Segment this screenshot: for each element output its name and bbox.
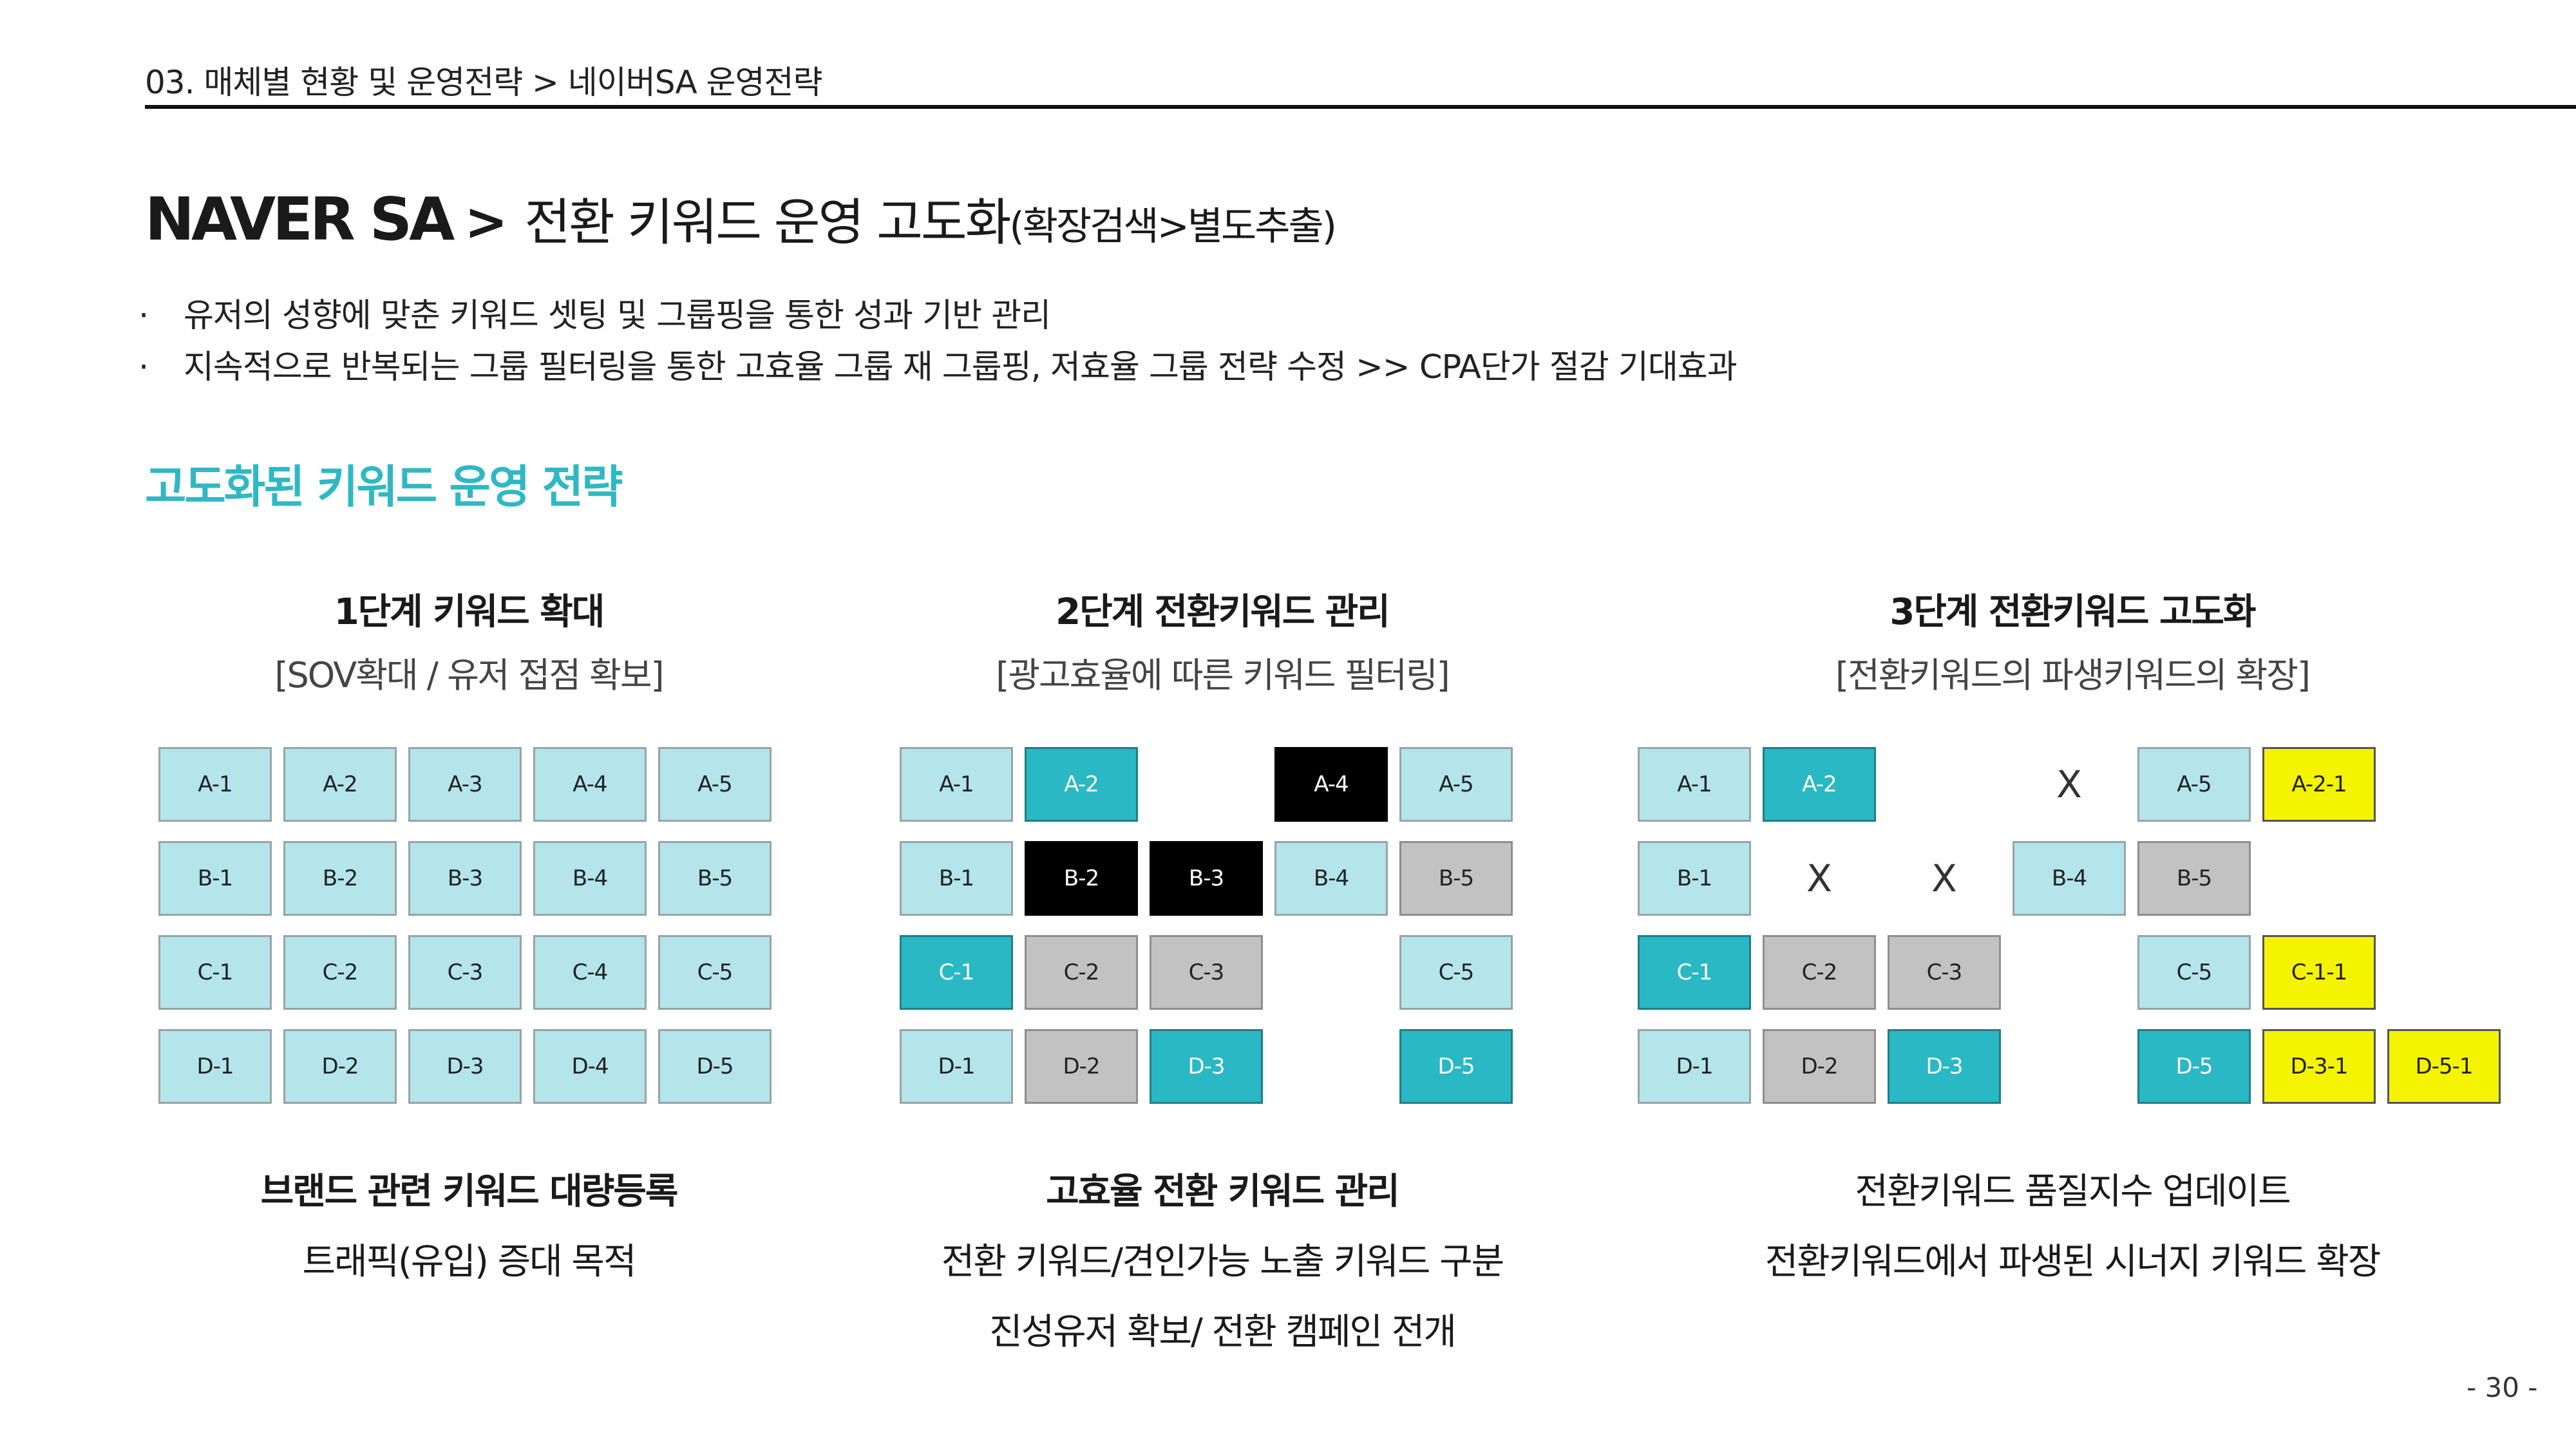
stage-footer-line: 전환키워드 품질지수 업데이트 xyxy=(1855,1171,2291,1213)
keyword-cell: C-3 xyxy=(1150,935,1263,1010)
keyword-cell: A-1 xyxy=(900,747,1013,822)
keyword-cell: C-2 xyxy=(283,935,397,1010)
keyword-cell: A-2 xyxy=(1763,747,1876,822)
keyword-cell: C-5 xyxy=(2137,935,2251,1010)
stage-footer-line: 전환키워드에서 파생된 시너지 키워드 확장 xyxy=(1765,1241,2382,1283)
removed-keyword-mark: X xyxy=(1806,857,1832,900)
keyword-cell: A-2 xyxy=(283,747,397,822)
stage-2-footer: 고효율 전환 키워드 관리 전환 키워드/견인가능 노출 키워드 구분 진성유저… xyxy=(836,1162,1609,1355)
keyword-cell: A-3 xyxy=(408,747,522,822)
bullet-marker: · xyxy=(138,348,149,386)
bullet-list: · 유저의 성향에 맞춘 키워드 셋팅 및 그룹핑을 통한 성과 기반 관리 · 지… xyxy=(138,289,1738,392)
keyword-cell: B-4 xyxy=(2012,841,2126,916)
page-title: NAVER SA > 전환 키워드 운영 고도화(확장검색>별도추출) xyxy=(145,182,1337,254)
keyword-cell: A-5 xyxy=(2137,747,2251,822)
stage-footer-line: 고효율 전환 키워드 관리 xyxy=(1046,1171,1400,1213)
keyword-cell: A-4 xyxy=(533,747,647,822)
bullet-text: 지속적으로 반복되는 그룹 필터링을 통한 고효율 그룹 재 그룹핑, 저효율 … xyxy=(184,348,1738,386)
keyword-cell: C-2 xyxy=(1763,935,1876,1010)
stage-3-header: 3단계 전환키워드 고도화 [전환키워드의 파생키워드의 확장] xyxy=(1750,583,2394,697)
keyword-cell: B-3 xyxy=(1150,841,1263,916)
keyword-cell: C-1 xyxy=(1638,935,1751,1010)
keyword-cell: A-5 xyxy=(1399,747,1513,822)
keyword-cell: B-1 xyxy=(1638,841,1751,916)
keyword-cell: D-3 xyxy=(1150,1029,1263,1104)
keyword-cell: D-2 xyxy=(1763,1029,1876,1104)
stage-1-grid: A-1 A-2 A-3 A-4 A-5 B-1 B-2 B-3 B-4 B-5 C-1 C-2 C-3 C… xyxy=(158,747,1060,1133)
keyword-cell: A-4 xyxy=(1274,747,1388,822)
bullet-item: · 지속적으로 반복되는 그룹 필터링을 통한 고효율 그룹 재 그룹핑, 저효율… xyxy=(138,340,1738,392)
section-title: 고도화된 키워드 운영 전략 xyxy=(145,460,623,513)
keyword-cell: C-1 xyxy=(900,935,1013,1010)
keyword-cell: C-1 xyxy=(158,935,272,1010)
stage-subheading: [광고효율에 따른 키워드 필터링] xyxy=(996,655,1450,696)
keyword-cell: D-3-1 xyxy=(2262,1029,2376,1104)
keyword-cell: D-4 xyxy=(533,1029,647,1104)
stage-3-grid: A-1 A-2 X A-5 A-2-1 B-1 X X B-4 B-5 C-1 C-2 C-3 C-5 C-… xyxy=(1638,747,2539,1133)
keyword-cell: D-1 xyxy=(900,1029,1013,1104)
page-number: - 30 - xyxy=(2467,1372,2538,1403)
keyword-cell: D-2 xyxy=(1025,1029,1138,1104)
stage-footer-line: 진성유저 확보/ 전환 캠페인 전개 xyxy=(989,1311,1457,1353)
stage-heading: 3단계 전환키워드 고도화 xyxy=(1889,591,2256,633)
keyword-cell: A-2 xyxy=(1025,747,1138,822)
keyword-cell: C-5 xyxy=(658,935,772,1010)
keyword-cell: D-3 xyxy=(1888,1029,2001,1104)
bullet-item: · 유저의 성향에 맞춘 키워드 셋팅 및 그룹핑을 통한 성과 기반 관리 xyxy=(138,289,1737,340)
keyword-cell: D-1 xyxy=(158,1029,272,1104)
removed-keyword-mark: X xyxy=(1931,857,1957,900)
stage-heading: 1단계 키워드 확대 xyxy=(334,591,605,633)
keyword-cell: B-2 xyxy=(283,841,397,916)
stage-1-footer: 브랜드 관련 키워드 대량등록 트래픽(유입) 증대 목적 xyxy=(82,1162,855,1285)
keyword-cell: D-5 xyxy=(658,1029,772,1104)
stage-1-header: 1단계 키워드 확대 [SOV확대 / 유저 접점 확보] xyxy=(147,583,791,697)
keyword-cell: B-4 xyxy=(1274,841,1388,916)
keyword-cell: D-5 xyxy=(1399,1029,1513,1104)
keyword-cell: D-1 xyxy=(1638,1029,1751,1104)
title-main: NAVER SA xyxy=(145,185,455,254)
title-paren: (확장검색>별도추출) xyxy=(1009,204,1337,249)
keyword-cell: B-5 xyxy=(2137,841,2251,916)
keyword-cell: A-2-1 xyxy=(2262,747,2376,822)
keyword-cell: C-3 xyxy=(1888,935,2001,1010)
keyword-cell: B-5 xyxy=(1399,841,1513,916)
stage-footer-line: 트래픽(유입) 증대 목적 xyxy=(302,1241,637,1283)
keyword-cell: D-3 xyxy=(408,1029,522,1104)
keyword-cell: B-3 xyxy=(408,841,522,916)
header-divider xyxy=(145,105,2576,109)
stage-subheading: [전환키워드의 파생키워드의 확장] xyxy=(1835,655,2311,696)
title-separator: > xyxy=(464,192,508,252)
keyword-cell: B-1 xyxy=(900,841,1013,916)
keyword-cell: B-5 xyxy=(658,841,772,916)
bullet-text: 유저의 성향에 맞춘 키워드 셋팅 및 그룹핑을 통한 성과 기반 관리 xyxy=(184,297,1051,335)
keyword-cell: B-1 xyxy=(158,841,272,916)
stage-2-grid: A-1 A-2 A-4 A-5 B-1 B-2 B-3 B-4 B-5 C-1 C-2 C-3 C-5 D… xyxy=(900,747,1801,1133)
keyword-cell: C-5 xyxy=(1399,935,1513,1010)
keyword-cell: C-3 xyxy=(408,935,522,1010)
keyword-cell: D-5-1 xyxy=(2387,1029,2501,1104)
keyword-cell: B-2 xyxy=(1025,841,1138,916)
keyword-cell: A-1 xyxy=(1638,747,1751,822)
removed-keyword-mark: X xyxy=(2056,762,2082,806)
keyword-cell: A-1 xyxy=(158,747,272,822)
keyword-cell: C-2 xyxy=(1025,935,1138,1010)
stage-footer-line: 전환 키워드/견인가능 노출 키워드 구분 xyxy=(941,1241,1504,1283)
keyword-cell: D-2 xyxy=(283,1029,397,1104)
keyword-cell: B-4 xyxy=(533,841,647,916)
keyword-cell: C-4 xyxy=(533,935,647,1010)
title-sub: 전환 키워드 운영 고도화 xyxy=(524,194,1011,252)
stage-3-footer: 전환키워드 품질지수 업데이트 전환키워드에서 파생된 시너지 키워드 확장 xyxy=(1686,1162,2459,1285)
keyword-cell: A-5 xyxy=(658,747,772,822)
bullet-marker: · xyxy=(138,297,149,335)
keyword-cell: D-5 xyxy=(2137,1029,2251,1104)
stage-heading: 2단계 전환키워드 관리 xyxy=(1056,591,1390,633)
keyword-cell: C-1-1 xyxy=(2262,935,2376,1010)
stage-subheading: [SOV확대 / 유저 접점 확보] xyxy=(274,655,664,696)
stage-2-header: 2단계 전환키워드 관리 [광고효율에 따른 키워드 필터링] xyxy=(900,583,1544,697)
stage-footer-line: 브랜드 관련 키워드 대량등록 xyxy=(260,1171,679,1213)
breadcrumb: 03. 매체별 현황 및 운영전략 > 네이버SA 운영전략 xyxy=(145,64,823,101)
